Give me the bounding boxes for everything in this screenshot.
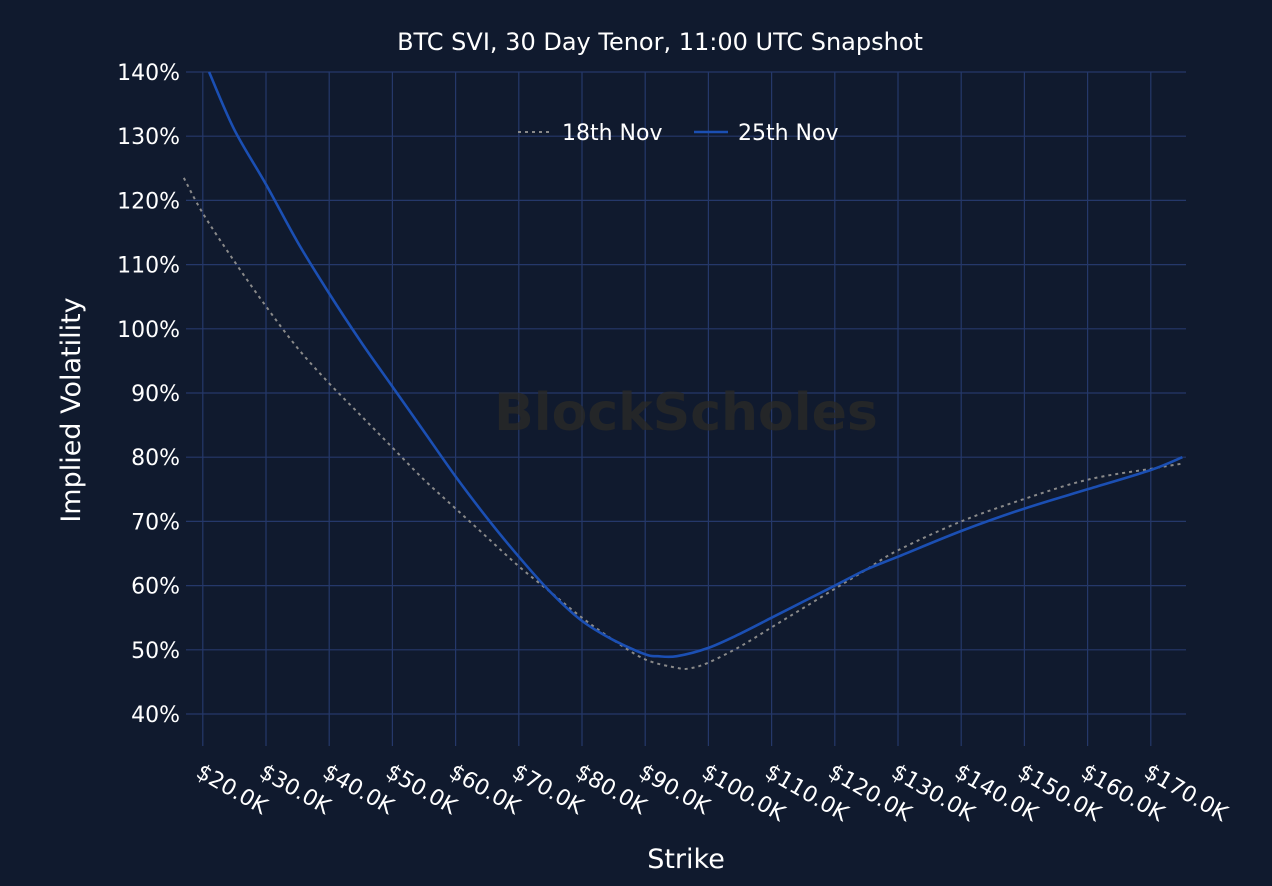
plot-series	[182, 71, 1183, 671]
legend: 18th Nov 25th Nov	[518, 121, 839, 146]
y-tick-label: 140%	[117, 61, 180, 86]
y-tick-labels: 40% 50% 60% 70% 80% 90% 100% 110% 120% 130% 140%	[117, 61, 180, 728]
y-tick-label: 60%	[131, 575, 180, 600]
y-tick-label: 110%	[117, 254, 180, 279]
y-tick-label: 90%	[131, 382, 180, 407]
legend-label-18th-nov: 18th Nov	[562, 121, 663, 146]
y-axis-label: Implied Volatility	[56, 297, 87, 522]
grid	[186, 71, 1186, 746]
y-tick-label: 100%	[117, 318, 180, 343]
series-line-18th-nov	[182, 177, 1183, 671]
y-tick-label: 130%	[117, 125, 180, 150]
y-tick-label: 50%	[131, 639, 180, 664]
legend-label-25th-nov: 25th Nov	[738, 121, 839, 146]
x-axis-label: Strike	[647, 844, 725, 875]
y-tick-label: 80%	[131, 446, 180, 471]
watermark: BlockScholes	[494, 383, 878, 443]
y-tick-label: 120%	[117, 189, 180, 214]
series-line-25th-nov	[207, 71, 1183, 659]
y-tick-label: 70%	[131, 510, 180, 535]
chart-title: BTC SVI, 30 Day Tenor, 11:00 UTC Snapsho…	[397, 28, 923, 56]
y-tick-label: 40%	[131, 703, 180, 728]
